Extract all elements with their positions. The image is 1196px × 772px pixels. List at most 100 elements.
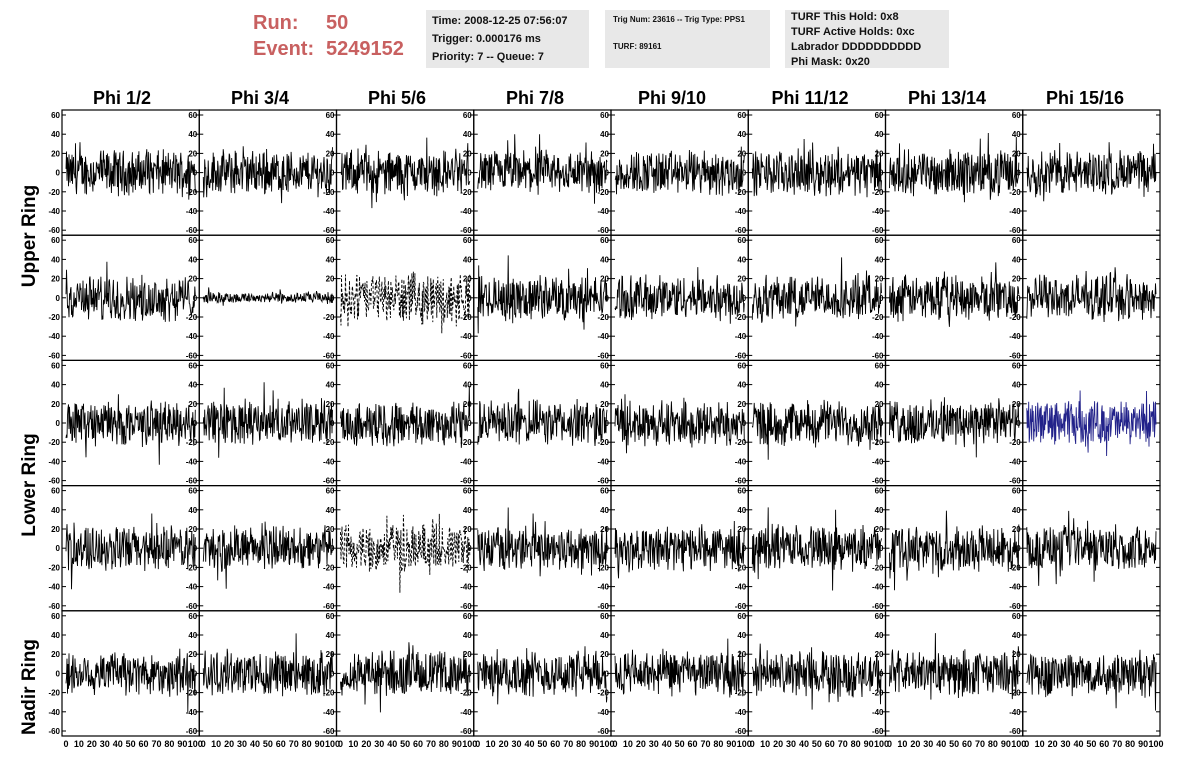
y-tick-label: -60 — [872, 727, 884, 736]
y-tick-label: 60 — [463, 361, 472, 370]
time-info-box: Time: 2008-12-25 07:56:07 Trigger: 0.000… — [426, 10, 589, 68]
y-tick-label: -40 — [597, 583, 609, 592]
run-row: Run: 50 — [253, 10, 404, 36]
y-tick-label: 0 — [879, 669, 884, 678]
x-tick-label: 10 — [486, 739, 496, 749]
waveform-trace — [1026, 390, 1157, 457]
y-tick-label: -20 — [186, 438, 198, 447]
y-tick-label: 20 — [326, 149, 335, 158]
y-tick-label: 60 — [463, 111, 472, 120]
y-tick-label: -40 — [48, 708, 60, 717]
y-tick-label: 0 — [467, 544, 472, 553]
x-tick-label: 90 — [1138, 739, 1148, 749]
y-tick-label: 40 — [875, 255, 884, 264]
turf-active-text: TURF Active Holds: 0xc — [791, 26, 915, 38]
y-tick-label: 0 — [193, 419, 198, 428]
waveform-trace — [751, 643, 882, 710]
x-tick-label: 50 — [675, 739, 685, 749]
panel-frame — [198, 610, 338, 737]
y-tick-label: -60 — [1009, 226, 1021, 235]
y-tick-label: 40 — [463, 506, 472, 515]
waveform-trace — [65, 513, 196, 590]
y-tick-label: 60 — [737, 111, 746, 120]
y-tick-label: 0 — [330, 294, 335, 303]
y-tick-label: -20 — [460, 313, 472, 322]
y-tick-label: 20 — [737, 275, 746, 284]
x-tick-label: 50 — [537, 739, 547, 749]
y-tick-label: -20 — [460, 689, 472, 698]
y-tick-label: 60 — [875, 236, 884, 245]
y-tick-label: 60 — [875, 612, 884, 621]
y-tick-label: -60 — [735, 477, 747, 486]
y-tick-label: -20 — [460, 438, 472, 447]
x-tick-label: 70 — [289, 739, 299, 749]
x-tick-label: 80 — [439, 739, 449, 749]
x-tick-label: 30 — [512, 739, 522, 749]
y-tick-label: 0 — [193, 544, 198, 553]
waveform-trace — [340, 137, 471, 209]
waveform-trace — [889, 510, 1020, 591]
y-tick-label: -20 — [872, 438, 884, 447]
y-tick-label: 20 — [463, 400, 472, 409]
y-tick-label: 40 — [463, 381, 472, 390]
y-tick-label: 20 — [600, 650, 609, 659]
y-tick-label: 20 — [51, 650, 60, 659]
x-tick-label: 60 — [276, 739, 286, 749]
y-tick-label: -40 — [872, 207, 884, 216]
turf-text: TURF: 89161 — [613, 42, 662, 51]
y-tick-label: 60 — [1012, 236, 1021, 245]
x-tick-label: 50 — [949, 739, 959, 749]
x-tick-label: 50 — [400, 739, 410, 749]
y-tick-label: -20 — [1009, 438, 1021, 447]
y-tick-label: 60 — [51, 487, 60, 496]
x-tick-label: 40 — [250, 739, 260, 749]
y-tick-label: 60 — [737, 612, 746, 621]
y-tick-label: -60 — [48, 351, 60, 360]
turf-info-box: TURF This Hold: 0x8 TURF Active Holds: 0… — [785, 10, 949, 68]
y-tick-label: 40 — [51, 506, 60, 515]
y-tick-label: -40 — [186, 708, 198, 717]
y-tick-label: 0 — [56, 294, 61, 303]
x-tick-label: 90 — [452, 739, 462, 749]
y-tick-label: -40 — [323, 332, 335, 341]
y-tick-label: 20 — [737, 400, 746, 409]
y-tick-label: 40 — [51, 631, 60, 640]
x-tick-label: 100 — [1148, 739, 1163, 749]
y-tick-label: 40 — [737, 506, 746, 515]
waveform-trace — [202, 146, 333, 204]
y-tick-label: 20 — [1012, 525, 1021, 534]
y-tick-label: 60 — [600, 361, 609, 370]
y-tick-label: 40 — [600, 130, 609, 139]
y-tick-label: 20 — [600, 400, 609, 409]
y-tick-label: -40 — [460, 708, 472, 717]
phi-header-2: Phi 3/4 — [230, 88, 290, 108]
x-tick-label: 60 — [139, 739, 149, 749]
y-tick-label: -60 — [186, 226, 198, 235]
waveform-trace — [1026, 267, 1157, 323]
x-tick-label: 30 — [649, 739, 659, 749]
x-tick-label: 80 — [302, 739, 312, 749]
y-tick-label: 40 — [737, 381, 746, 390]
y-tick-label: 0 — [605, 419, 610, 428]
y-tick-label: 40 — [51, 130, 60, 139]
y-tick-label: 20 — [51, 525, 60, 534]
y-tick-label: -20 — [460, 188, 472, 197]
y-tick-label: -20 — [872, 689, 884, 698]
y-tick-label: 0 — [467, 419, 472, 428]
y-tick-label: -40 — [48, 207, 60, 216]
x-tick-label: 10 — [348, 739, 358, 749]
x-tick-label: 0 — [1024, 739, 1029, 749]
y-tick-label: -40 — [735, 583, 747, 592]
x-tick-label: 70 — [1112, 739, 1122, 749]
y-tick-label: 60 — [326, 361, 335, 370]
y-tick-label: 60 — [326, 612, 335, 621]
y-tick-label: 40 — [326, 255, 335, 264]
run-label: Run: — [253, 12, 299, 34]
y-tick-label: -40 — [460, 457, 472, 466]
y-tick-label: 20 — [188, 650, 197, 659]
x-tick-label: 70 — [426, 739, 436, 749]
x-tick-label: 0 — [750, 739, 755, 749]
x-tick-label: 20 — [361, 739, 371, 749]
y-tick-label: -40 — [323, 207, 335, 216]
y-tick-label: 40 — [1012, 255, 1021, 264]
